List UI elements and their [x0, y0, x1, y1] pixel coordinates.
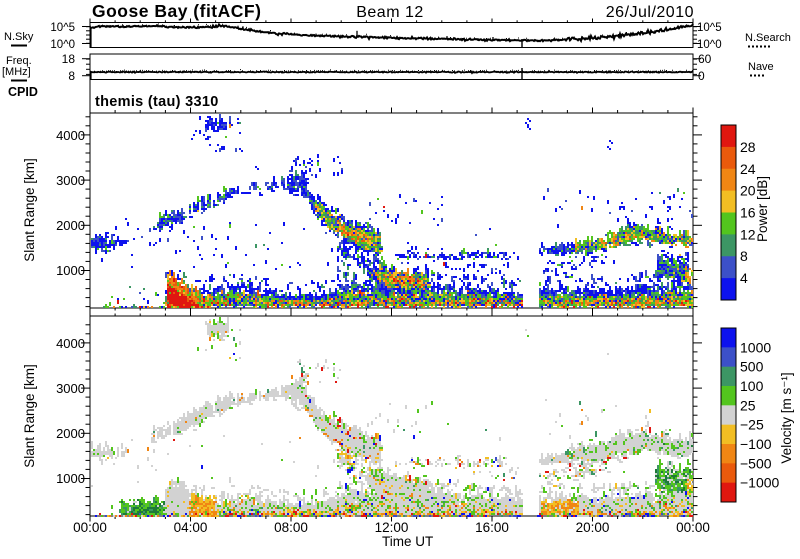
svg-text:12: 12 — [740, 226, 756, 242]
svg-text:8: 8 — [68, 69, 75, 83]
svg-text:00:00: 00:00 — [676, 520, 710, 535]
svg-text:Slant Range [km]: Slant Range [km] — [22, 364, 37, 468]
svg-text:−1000: −1000 — [740, 475, 780, 491]
svg-text:100: 100 — [740, 378, 764, 394]
svg-text:1000: 1000 — [56, 471, 85, 486]
svg-text:1000: 1000 — [56, 263, 85, 278]
svg-text:Slant Range [km]: Slant Range [km] — [22, 158, 37, 262]
svg-text:16: 16 — [740, 205, 756, 221]
svg-text:−500: −500 — [740, 455, 772, 471]
svg-text:Freq.: Freq. — [6, 55, 32, 67]
svg-text:−100: −100 — [740, 436, 772, 452]
svg-text:−25: −25 — [740, 417, 764, 433]
svg-text:24: 24 — [740, 161, 756, 177]
svg-text:8: 8 — [740, 248, 748, 264]
svg-text:4: 4 — [740, 270, 748, 286]
svg-text:Time UT: Time UT — [382, 534, 433, 549]
svg-text:18: 18 — [62, 52, 76, 66]
svg-text:04:00: 04:00 — [174, 520, 208, 535]
svg-text:28: 28 — [740, 139, 756, 155]
svg-text:25: 25 — [740, 397, 756, 413]
svg-text:N.Search: N.Search — [745, 32, 791, 44]
svg-text:10^5: 10^5 — [50, 22, 75, 34]
svg-text:12:00: 12:00 — [375, 520, 409, 535]
svg-text:Goose Bay (fitACF): Goose Bay (fitACF) — [92, 1, 261, 21]
svg-text:26/Jul/2010: 26/Jul/2010 — [606, 4, 694, 21]
svg-text:N.Sky: N.Sky — [4, 31, 34, 43]
svg-text:CPID: CPID — [8, 85, 38, 99]
svg-text:4000: 4000 — [56, 128, 85, 143]
svg-text:Power [dB]: Power [dB] — [755, 176, 770, 242]
svg-text:10^5: 10^5 — [697, 22, 722, 34]
svg-text:2000: 2000 — [56, 218, 85, 233]
svg-text:4000: 4000 — [56, 336, 85, 351]
svg-text:60: 60 — [698, 52, 712, 66]
svg-text:[MHz]: [MHz] — [2, 66, 31, 78]
svg-text:0: 0 — [698, 69, 705, 83]
svg-text:20: 20 — [740, 183, 756, 199]
svg-text:3000: 3000 — [56, 173, 85, 188]
svg-text:2000: 2000 — [56, 426, 85, 441]
svg-text:10^0: 10^0 — [50, 39, 75, 51]
svg-text:20:00: 20:00 — [576, 520, 610, 535]
svg-text:3000: 3000 — [56, 381, 85, 396]
svg-text:Nave: Nave — [748, 61, 774, 73]
svg-text:Velocity [m s⁻¹]: Velocity [m s⁻¹] — [779, 372, 794, 463]
svg-text:08:00: 08:00 — [274, 520, 308, 535]
svg-text:themis (tau) 3310: themis (tau) 3310 — [95, 94, 219, 110]
svg-text:1000: 1000 — [740, 339, 771, 355]
svg-text:00:00: 00:00 — [73, 520, 107, 535]
svg-text:10^0: 10^0 — [697, 39, 722, 51]
svg-text:16:00: 16:00 — [475, 520, 509, 535]
svg-text:Beam 12: Beam 12 — [356, 4, 424, 21]
svg-text:500: 500 — [740, 359, 764, 375]
